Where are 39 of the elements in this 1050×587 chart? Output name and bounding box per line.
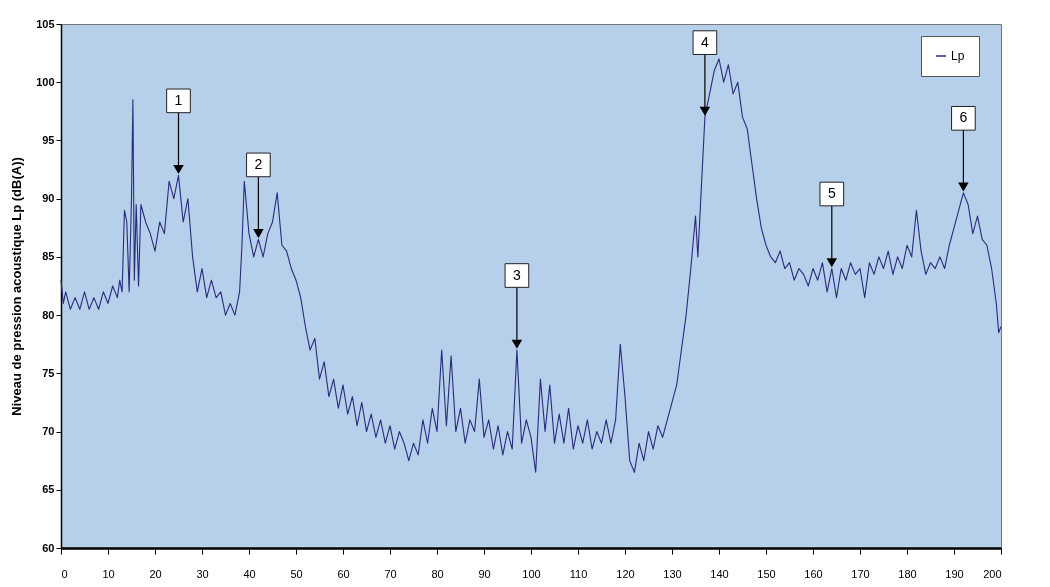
x-tick-label: 80 xyxy=(431,567,444,580)
y-tick-label: 60 xyxy=(42,541,55,554)
x-tick-label: 90 xyxy=(478,567,491,580)
x-tick-label: 40 xyxy=(243,567,256,580)
x-tick-label: 160 xyxy=(804,567,823,580)
y-tick-label: 70 xyxy=(42,425,55,438)
annotation: 5 xyxy=(827,185,836,202)
x-tick-label: 170 xyxy=(851,567,870,580)
x-tick-label: 150 xyxy=(757,567,776,580)
x-tick-label: 100 xyxy=(522,567,541,580)
x-tick-label: 60 xyxy=(337,567,350,580)
y-axis-title: Niveau de pression acoustique Lp (dB(A)) xyxy=(9,157,25,416)
annotation: 2 xyxy=(254,155,263,172)
x-tick-label: 140 xyxy=(710,567,729,580)
x-tick-label: 180 xyxy=(898,567,917,580)
annotation: 4 xyxy=(701,33,709,50)
x-tick-label: 10 xyxy=(102,567,115,580)
annotation: 3 xyxy=(513,266,521,283)
y-tick-label: 65 xyxy=(42,483,55,496)
y-tick-label: 95 xyxy=(42,133,55,146)
y-tick-label: 80 xyxy=(42,308,55,321)
annotation: 6 xyxy=(959,109,968,126)
x-tick-label: 110 xyxy=(569,567,588,580)
x-tick-label: 50 xyxy=(290,567,303,580)
y-tick-label: 100 xyxy=(36,75,55,88)
y-tick-label: 105 xyxy=(36,17,55,30)
x-tick-label: 70 xyxy=(384,567,397,580)
y-tick-label: 85 xyxy=(42,250,55,263)
y-tick-label: 90 xyxy=(42,192,55,205)
x-tick-label: 20 xyxy=(149,567,162,580)
x-tick-label: 200 xyxy=(983,567,1002,580)
annotation: 1 xyxy=(174,91,183,108)
y-tick-label: 75 xyxy=(42,366,55,379)
x-tick-label: 190 xyxy=(945,567,964,580)
x-tick-label: 130 xyxy=(663,567,682,580)
x-tick-label: 30 xyxy=(196,567,209,580)
legend-label: Lp xyxy=(951,49,965,63)
x-tick-label: 0 xyxy=(61,567,68,580)
x-tick-label: 120 xyxy=(616,567,635,580)
